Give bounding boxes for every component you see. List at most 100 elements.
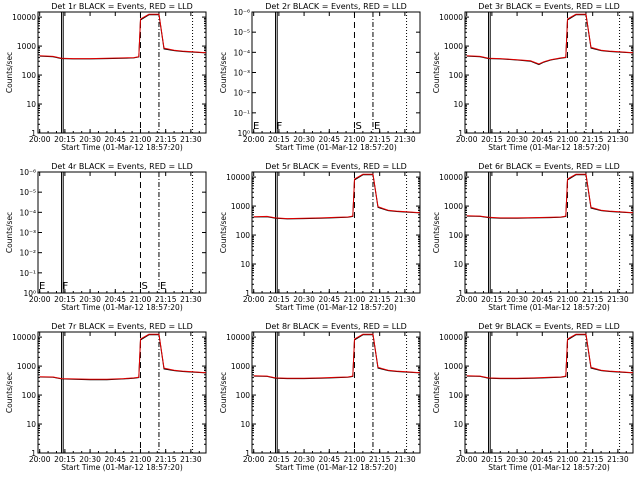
lld-series-line <box>253 173 421 220</box>
x-axis-label: Start Time (01-Mar-12 18:57:20) <box>488 463 610 472</box>
left-marker-label: E <box>39 281 45 292</box>
lld-series-line <box>253 333 421 379</box>
x-axis-label: Start Time (01-Mar-12 18:57:20) <box>275 303 397 312</box>
y-tick-label: 10⁰ <box>237 129 250 138</box>
x-tick-label: 20:15 <box>481 455 503 464</box>
lld-series-line <box>39 13 207 60</box>
time-marker-label: E <box>160 281 166 292</box>
x-tick-label: 21:15 <box>369 295 391 304</box>
x-axis-label: Start Time (01-Mar-12 18:57:20) <box>488 143 610 152</box>
time-marker-label: S <box>355 121 361 132</box>
y-tick-label: 10 <box>453 420 463 429</box>
x-tick-label: 21:30 <box>394 455 416 464</box>
x-tick-label: 20:15 <box>481 135 503 144</box>
y-tick-label: 1000 <box>17 362 36 371</box>
x-tick-label: 20:45 <box>531 455 553 464</box>
y-tick-label: 1000 <box>444 202 463 211</box>
x-tick-label: 21:15 <box>155 135 177 144</box>
y-tick-label: 100 <box>449 71 464 80</box>
x-tick-label: 21:15 <box>582 295 604 304</box>
x-tick-label: 21:15 <box>582 455 604 464</box>
panel-title: Det 9r BLACK = Events, RED = LLD <box>478 322 620 331</box>
x-axis-label: Start Time (01-Mar-12 18:57:20) <box>61 143 183 152</box>
y-tick-label: 10⁰ <box>23 289 36 298</box>
y-tick-label: 100 <box>22 71 37 80</box>
y-axis-label: Counts/sec <box>432 372 441 413</box>
x-tick-label: 20:45 <box>104 455 126 464</box>
x-tick-label: 20:15 <box>54 295 76 304</box>
y-tick-label: 1 <box>458 289 463 298</box>
y-tick-label: 10⁻² <box>233 89 250 98</box>
x-tick-label: 20:45 <box>318 135 340 144</box>
x-tick-label: 20:30 <box>506 455 528 464</box>
y-tick-label: 10⁻⁴ <box>19 208 36 217</box>
y-tick-label: 100 <box>236 391 251 400</box>
time-marker-label: F <box>277 121 283 132</box>
x-tick-label: 21:30 <box>180 455 202 464</box>
y-axis-label: Counts/sec <box>219 52 228 93</box>
events-series-line <box>466 334 634 380</box>
lld-series-line <box>466 173 634 219</box>
y-tick-label: 1 <box>245 449 250 458</box>
x-tick-label: 21:15 <box>582 135 604 144</box>
time-marker-label: S <box>141 281 147 292</box>
x-tick-label: 20:00 <box>456 135 478 144</box>
y-tick-label: 10000 <box>226 173 250 182</box>
lld-series-line <box>466 13 634 65</box>
panel-det-6: Det 6r BLACK = Events, RED = LLD 20:00 20:… <box>432 162 634 312</box>
y-tick-label: 10 <box>240 420 250 429</box>
plot-frame <box>464 171 634 294</box>
plot-frame <box>464 11 634 134</box>
x-tick-label: 20:45 <box>318 455 340 464</box>
y-tick-label: 1 <box>458 449 463 458</box>
x-tick-label: 21:15 <box>155 295 177 304</box>
y-tick-label: 1 <box>245 289 250 298</box>
y-tick-label: 1000 <box>231 362 250 371</box>
x-tick-label: 21:00 <box>344 295 366 304</box>
x-tick-label: 20:15 <box>268 135 290 144</box>
y-tick-label: 10⁻⁶ <box>233 8 250 17</box>
y-axis-label: Counts/sec <box>219 372 228 413</box>
x-tick-label: 20:00 <box>243 295 265 304</box>
x-tick-label: 21:00 <box>557 455 579 464</box>
x-tick-label: 20:45 <box>104 295 126 304</box>
x-tick-label: 20:30 <box>79 135 101 144</box>
x-tick-label: 21:00 <box>130 135 152 144</box>
y-tick-label: 1000 <box>17 42 36 51</box>
x-tick-label: 21:00 <box>344 455 366 464</box>
events-series-line <box>253 174 421 220</box>
y-tick-label: 10⁻¹ <box>233 109 250 118</box>
panel-title: Det 6r BLACK = Events, RED = LLD <box>478 162 620 171</box>
y-axis-label: Counts/sec <box>5 372 14 413</box>
y-axis-label: Counts/sec <box>432 52 441 93</box>
y-axis-label: Counts/sec <box>5 52 14 93</box>
left-marker-label: E <box>253 121 259 132</box>
x-tick-label: 20:15 <box>54 135 76 144</box>
x-tick-label: 20:15 <box>481 295 503 304</box>
y-tick-label: 10000 <box>12 13 36 22</box>
lld-series-line <box>466 333 634 379</box>
x-tick-label: 20:00 <box>456 295 478 304</box>
y-tick-label: 10 <box>453 100 463 109</box>
y-tick-label: 10⁻⁶ <box>19 168 36 177</box>
panel-title: Det 5r BLACK = Events, RED = LLD <box>265 162 407 171</box>
panel-title: Det 7r BLACK = Events, RED = LLD <box>51 322 193 331</box>
x-tick-label: 21:00 <box>130 455 152 464</box>
x-tick-label: 21:30 <box>607 135 629 144</box>
x-tick-label: 20:00 <box>29 135 51 144</box>
x-tick-label: 21:00 <box>130 295 152 304</box>
x-tick-label: 20:45 <box>104 135 126 144</box>
y-tick-label: 1000 <box>444 42 463 51</box>
y-tick-label: 10 <box>453 260 463 269</box>
y-tick-label: 1 <box>458 129 463 138</box>
y-tick-label: 10000 <box>439 13 463 22</box>
x-tick-label: 20:30 <box>293 295 315 304</box>
y-tick-label: 10⁻⁵ <box>19 188 36 197</box>
x-tick-label: 20:15 <box>268 295 290 304</box>
y-tick-label: 10⁻³ <box>19 229 36 238</box>
